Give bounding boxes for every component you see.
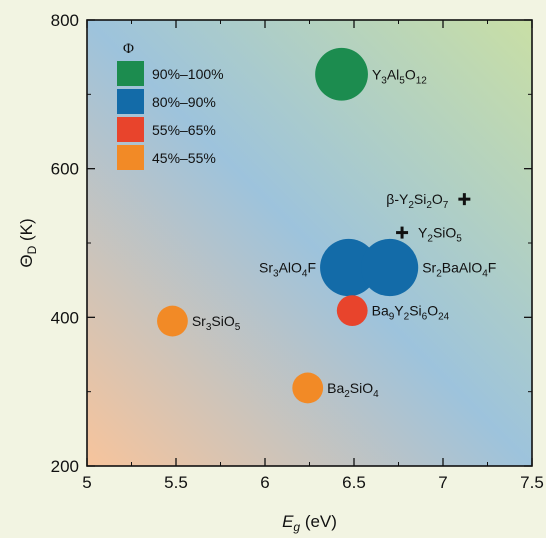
legend-swatch [117, 117, 144, 142]
legend-title: Φ [123, 41, 134, 57]
x-tick-label: 6.5 [342, 473, 366, 492]
legend-label: 55%–65% [152, 122, 216, 138]
y-tick-label: 200 [51, 457, 79, 476]
point--y2si2o7-label: β-Y2Si2O7 [386, 191, 449, 211]
point-sr2baalo4f-marker [361, 238, 419, 297]
point-sr2baalo4f-label: Sr2BaAlO4F [422, 260, 496, 280]
point-sr3alo4f-label: Sr3AlO4F [259, 260, 316, 280]
point-sr3alo4f-marker [320, 238, 378, 297]
legend-label: 45%–55% [152, 150, 216, 166]
point-sr3sio5-marker [157, 305, 188, 337]
legend: Φ 90%–100% 80%–90% 55%–65% 45%–55% [117, 41, 224, 170]
point-y3al5o12-label: Y3Al5O12 [372, 66, 427, 86]
legend-label: 90%–100% [152, 66, 224, 82]
y-tick-label: 800 [51, 11, 79, 30]
point-ba9y2si6o24-label: Ba9Y2Si6O24 [372, 303, 450, 323]
legend-swatch [117, 145, 144, 170]
x-tick-label: 5.5 [164, 473, 188, 492]
point-labels: Y3Al5O12 Sr3AlO4F Sr2BaAlO4F Ba9Y2Si6O24 Sr3… [192, 66, 497, 400]
x-tick-label: 6 [260, 473, 269, 492]
axes: 5 5.5 6 6.5 7 7.5 200 400 600 800 Eg (eV) ΘD (K) [17, 11, 544, 534]
y-tick-label: 600 [51, 160, 79, 179]
point-y2sio5-label: Y2SiO5 [418, 225, 462, 245]
point-ba2sio4-label: Ba2SiO4 [327, 380, 379, 400]
point-y3al5o12-marker [315, 47, 368, 101]
x-axis-title: Eg (eV) [282, 512, 337, 534]
point-sr3sio5-label: Sr3SiO5 [192, 313, 241, 333]
legend-swatch [117, 61, 144, 86]
x-tick-label: 5 [82, 473, 91, 492]
y-tick-label: 400 [51, 308, 79, 327]
data-marks [157, 47, 471, 404]
x-tick-label: 7.5 [520, 473, 544, 492]
legend-swatch [117, 89, 144, 114]
x-tick-label: 7 [438, 473, 447, 492]
legend-label: 80%–90% [152, 94, 216, 110]
point-ba2sio4-marker [292, 372, 324, 404]
point-ba9y2si6o24-marker [336, 295, 368, 327]
y-axis-title: ΘD (K) [17, 218, 39, 267]
